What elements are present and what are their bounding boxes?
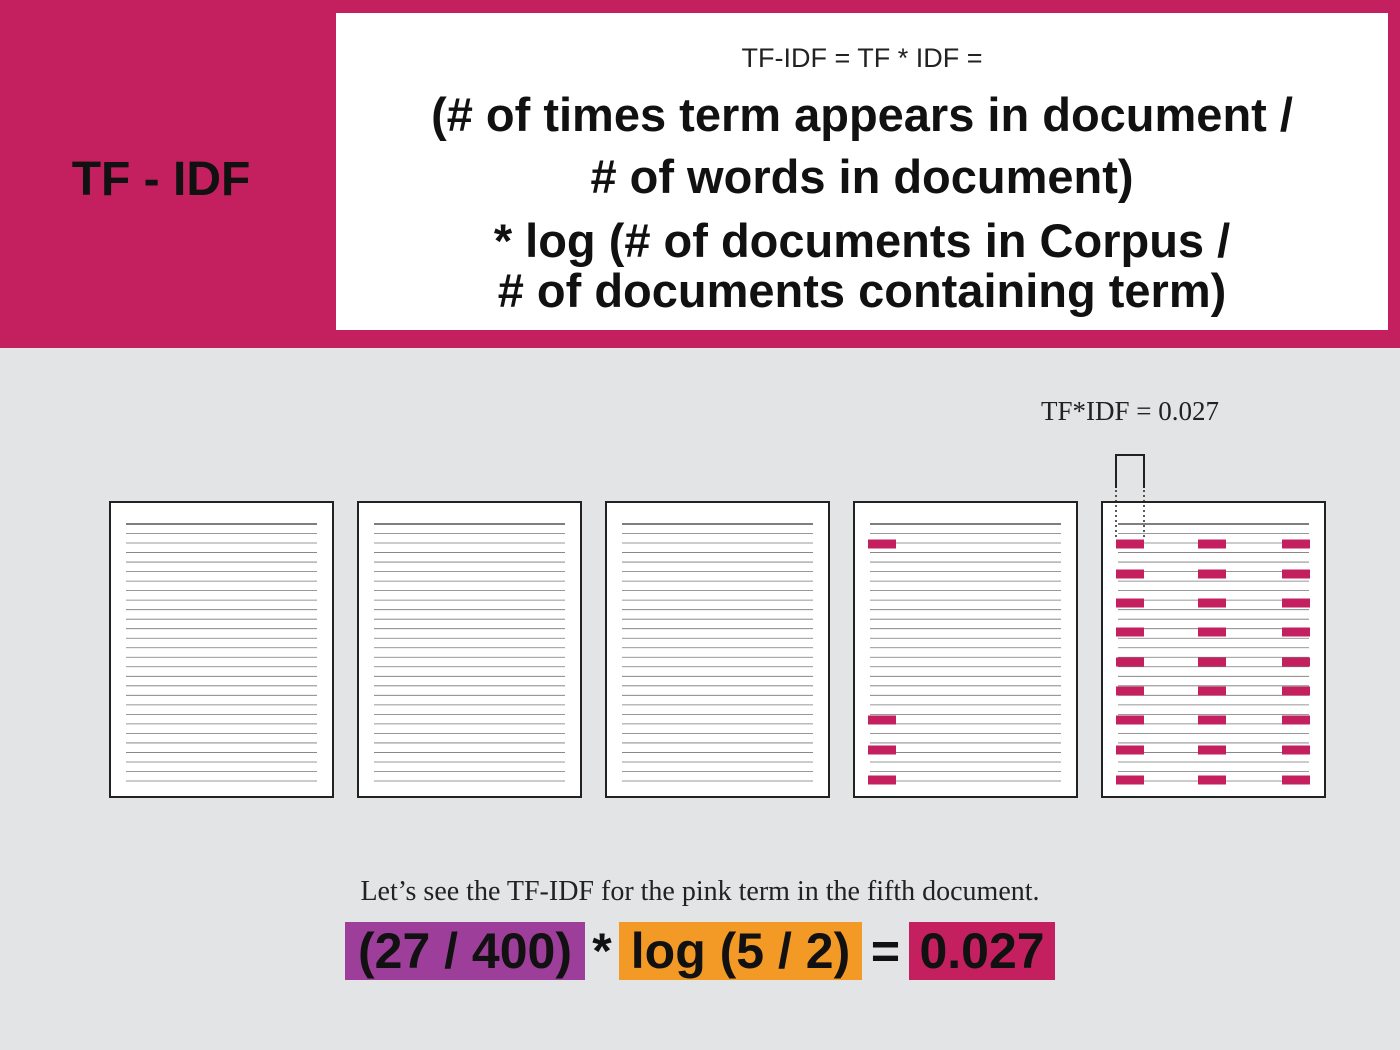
- term-mark: [868, 775, 896, 785]
- equals-sign: =: [870, 923, 901, 979]
- document-3: [605, 501, 830, 798]
- term-mark: [1116, 715, 1144, 725]
- documents-diagram: [109, 454, 1326, 798]
- term-mark: [1198, 686, 1226, 696]
- formula-box: TF-IDF = TF * IDF = (# of times term app…: [336, 13, 1388, 330]
- document-4: [853, 501, 1078, 798]
- term-mark: [1198, 627, 1226, 637]
- document-5: [1101, 501, 1326, 798]
- term-mark: [868, 539, 896, 549]
- term-mark: [1282, 539, 1310, 549]
- term-mark: [1116, 627, 1144, 637]
- term-mark: [1282, 598, 1310, 608]
- term-mark: [1282, 745, 1310, 755]
- term-mark: [1282, 715, 1310, 725]
- document-page: [605, 501, 830, 798]
- term-mark: [1198, 569, 1226, 579]
- term-mark: [1198, 715, 1226, 725]
- term-mark: [1116, 657, 1144, 667]
- term-mark: [1198, 539, 1226, 549]
- term-mark: [868, 715, 896, 725]
- term-mark: [1116, 539, 1144, 549]
- multiply-sign: *: [592, 923, 612, 979]
- header-band: TF - IDF TF-IDF = TF * IDF = (# of times…: [0, 0, 1400, 348]
- document-page: [357, 501, 582, 798]
- term-mark: [1282, 627, 1310, 637]
- term-mark: [1282, 686, 1310, 696]
- document-page: [109, 501, 334, 798]
- tfidf-annotation: TF*IDF = 0.027: [1041, 396, 1219, 426]
- term-mark: [1198, 745, 1226, 755]
- term-mark: [868, 745, 896, 755]
- term-mark: [1116, 745, 1144, 755]
- formula-definition: TF-IDF = TF * IDF =: [741, 43, 983, 73]
- formula-line-4: # of documents containing term): [497, 264, 1227, 317]
- term-mark: [1198, 598, 1226, 608]
- term-mark: [1198, 657, 1226, 667]
- bracket-icon: [1115, 454, 1145, 488]
- term-mark: [1116, 775, 1144, 785]
- formula-line-1: (# of times term appears in document /: [431, 88, 1293, 141]
- tf-chip: (27 / 400): [345, 922, 585, 980]
- term-mark: [1198, 775, 1226, 785]
- document-2: [357, 501, 582, 798]
- term-mark: [1282, 657, 1310, 667]
- term-mark: [1282, 775, 1310, 785]
- term-mark: [1116, 569, 1144, 579]
- term-mark: [1116, 598, 1144, 608]
- formula-line-2: # of words in document): [590, 150, 1134, 203]
- result-chip: 0.027: [909, 922, 1055, 980]
- term-mark: [1282, 569, 1310, 579]
- idf-chip: log (5 / 2): [619, 922, 862, 980]
- caption: Let’s see the TF-IDF for the pink term i…: [360, 876, 1040, 907]
- document-1: [109, 501, 334, 798]
- page-title: TF - IDF: [71, 153, 251, 206]
- term-mark: [1116, 686, 1144, 696]
- formula-line-3: * log (# of documents in Corpus /: [493, 214, 1231, 267]
